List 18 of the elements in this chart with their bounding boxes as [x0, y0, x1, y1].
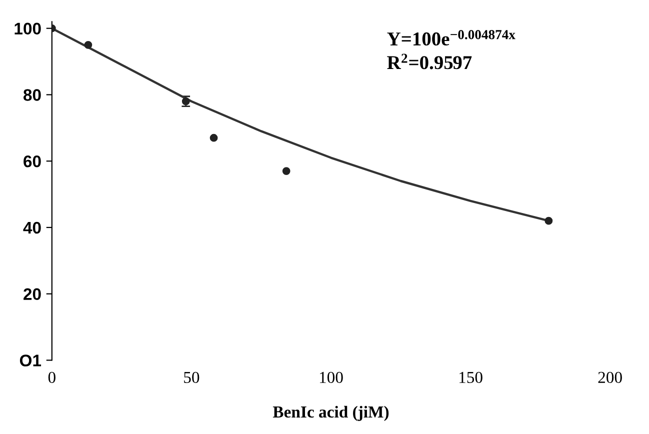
x-tick-label: 50	[184, 372, 200, 384]
point	[282, 167, 290, 175]
x-tick-label: 100	[320, 372, 343, 384]
y-tick-label: 60	[24, 155, 41, 168]
x-axis-title: BenIc acid (jiM)	[272, 406, 389, 422]
y-tick-label: 20	[24, 288, 41, 300]
x-tick-label: 200	[598, 372, 622, 384]
point	[544, 216, 553, 225]
y-tick-label: 80	[23, 89, 41, 101]
y-tick-label: O1	[20, 354, 42, 366]
x-tick-label: 150	[459, 372, 482, 384]
point	[84, 40, 92, 49]
annotation: R$^{2}$=0.9597	[387, 54, 472, 70]
x-tick-label: 0	[48, 372, 56, 384]
annotation: Y=100e$^{−0.004874x}$	[387, 30, 516, 46]
y-tick-label: 40	[23, 222, 41, 234]
y-tick-label: 100	[14, 22, 41, 35]
point	[210, 134, 218, 142]
